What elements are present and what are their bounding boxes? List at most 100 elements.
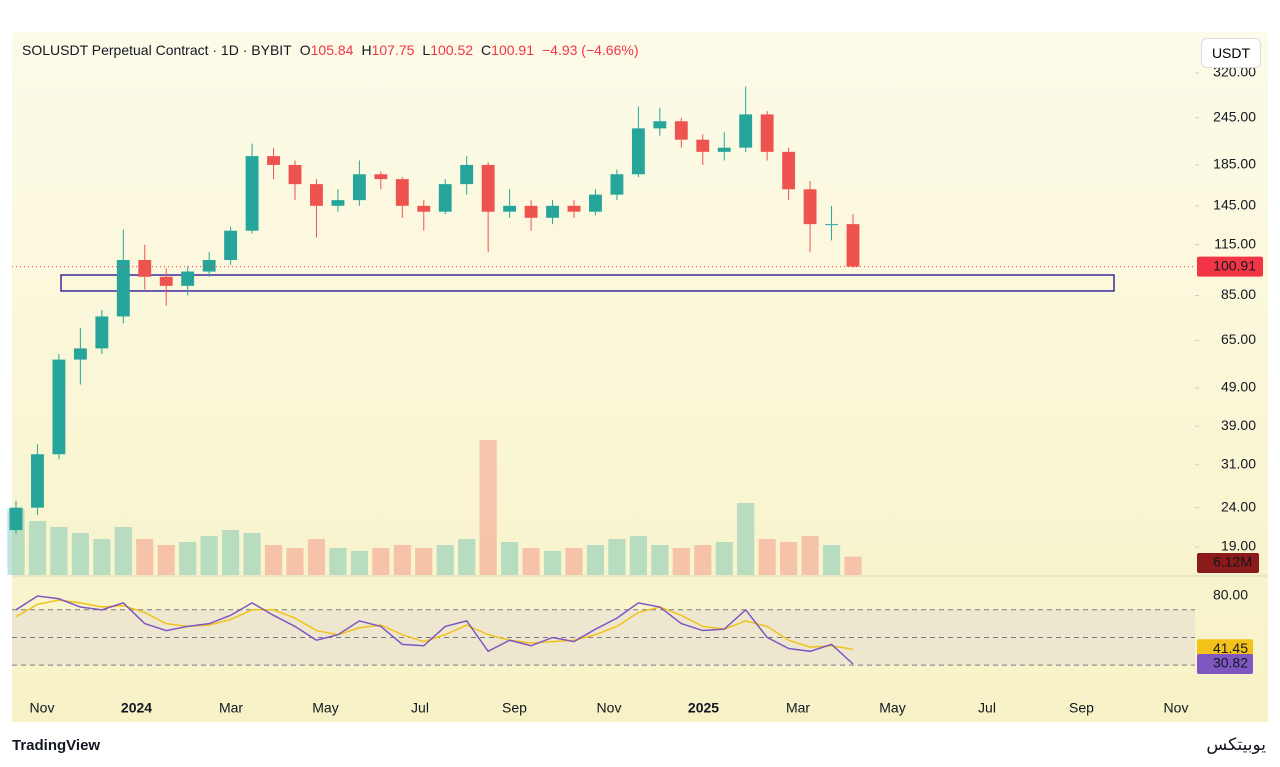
candle-body: [803, 189, 817, 225]
candle-body: [202, 259, 216, 272]
candle-body: [481, 164, 495, 212]
volume-bar: [264, 545, 283, 575]
volume-bar: [651, 545, 669, 575]
support-zone: [60, 274, 1115, 292]
x-tick-label: Nov: [597, 700, 622, 716]
ohlc-key: C: [481, 42, 492, 58]
volume-bar: [844, 556, 862, 575]
candle-body: [417, 205, 431, 212]
rsi-value-label: 41.45: [1213, 640, 1248, 656]
candle-body: [846, 224, 860, 267]
volume-bar: [501, 542, 519, 575]
ohlc-value: 105.84: [310, 42, 354, 58]
volume-bar: [672, 548, 690, 575]
ohlc-value: 107.75: [371, 42, 415, 58]
last-price-box: [1197, 256, 1263, 277]
candle-body: [395, 179, 409, 206]
y-tick-label: 85.00: [1221, 286, 1256, 302]
candle-body: [782, 151, 796, 190]
volume-bar: [28, 521, 47, 575]
x-tick-label: Nov: [1164, 700, 1189, 716]
candle-body: [331, 200, 345, 206]
candle-body: [739, 114, 753, 148]
volume-bar: [222, 530, 240, 575]
symbol: SOLUSDT Perpetual Contract · 1D · BYBIT: [22, 42, 292, 58]
candle-body: [245, 156, 259, 231]
volume-bar: [200, 536, 218, 575]
x-tick-label: May: [879, 700, 905, 716]
rsi-value-label: 30.82: [1213, 655, 1248, 671]
candle-body: [352, 174, 366, 201]
watermark: یوبیتکس: [1206, 735, 1266, 755]
candle-body: [116, 259, 130, 317]
volume-bar: [629, 536, 647, 575]
candle-body: [503, 205, 517, 212]
volume-bar: [479, 440, 497, 575]
volume-bar: [522, 548, 540, 575]
x-tick-label: Mar: [786, 700, 810, 716]
volume-bar: [608, 539, 626, 575]
volume-bar: [780, 542, 798, 575]
volume-bar: [93, 539, 111, 575]
volume-bar: [329, 548, 347, 575]
volume-bar: [565, 548, 583, 575]
legend-header: SOLUSDT Perpetual Contract · 1D · BYBIT …: [22, 42, 639, 58]
ohlc: L100.52: [422, 42, 473, 58]
volume-bar: [715, 542, 733, 575]
candle-body: [95, 316, 109, 349]
volume-bar: [307, 539, 326, 575]
volume-bar: [243, 533, 261, 575]
candle-body: [653, 121, 667, 129]
candle-body: [267, 156, 280, 165]
candle-body: [31, 454, 44, 508]
candle-body: [460, 164, 474, 185]
x-tick-label: Nov: [30, 700, 55, 716]
brand: TradingView: [12, 737, 101, 754]
volume-bar: [801, 536, 819, 575]
volume-bar: [737, 503, 755, 575]
candle-body: [224, 230, 238, 260]
y-tick-label: 19.00: [1221, 538, 1256, 554]
volume-bar: [415, 548, 433, 575]
candle-body: [159, 276, 173, 286]
ohlc-key: H: [361, 42, 372, 58]
rsi-line: [15, 595, 854, 665]
y-tick-label: 65.00: [1221, 331, 1256, 347]
volume-bar: [393, 545, 411, 575]
volume-bar: [543, 551, 562, 575]
ohlc: H107.75: [361, 42, 414, 58]
candle-body: [438, 184, 452, 212]
candle-body: [546, 205, 559, 218]
last-price-label: 100.91: [1213, 257, 1256, 273]
volume-bar: [71, 533, 89, 575]
x-tick-label: Jul: [411, 700, 429, 716]
candle-body: [9, 507, 23, 531]
volume-bar: [372, 548, 390, 575]
y-tick-label: 39.00: [1221, 417, 1256, 433]
volume-bar: [50, 527, 68, 575]
change: −4.93 (−4.66%): [541, 42, 639, 58]
y-tick-label: 31.00: [1221, 455, 1256, 471]
y-tick-label: 115.00: [1214, 235, 1256, 251]
volume-bar: [179, 542, 197, 575]
candle-body: [696, 139, 710, 152]
volume-bar: [286, 548, 304, 575]
x-tick-label: 2025: [688, 700, 719, 716]
volume-bar: [157, 545, 175, 575]
y-tick-label: 245.00: [1213, 108, 1256, 124]
volume-bar: [694, 545, 712, 575]
x-tick-label: May: [312, 700, 338, 716]
volume-label: 6.12M: [1213, 554, 1252, 570]
x-tick-label: 2024: [121, 700, 152, 716]
candle-body: [825, 224, 838, 226]
candle-body: [73, 348, 87, 360]
currency-button[interactable]: USDT: [1201, 38, 1261, 68]
y-tick-label: 49.00: [1221, 379, 1256, 395]
ohlc-key: L: [422, 42, 431, 58]
rsi-line: [15, 599, 854, 651]
ohlc-value: 100.91: [491, 42, 534, 58]
ohlc: O105.84: [300, 42, 354, 58]
candle-body: [717, 147, 731, 152]
candle-body: [181, 271, 195, 286]
